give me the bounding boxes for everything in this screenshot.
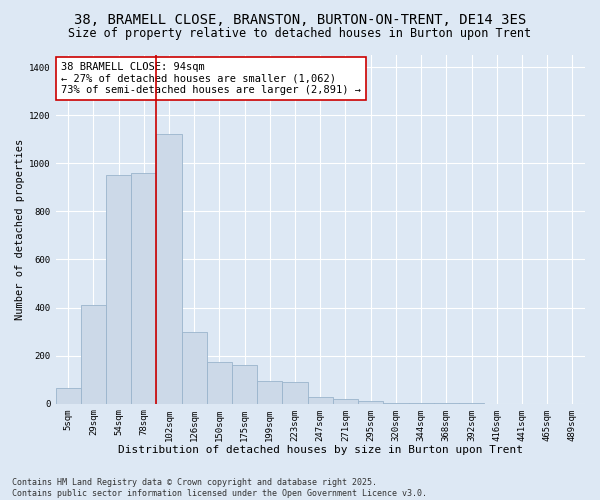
Bar [157,134,182,404]
Text: 38, BRAMELL CLOSE, BRANSTON, BURTON-ON-TRENT, DE14 3ES: 38, BRAMELL CLOSE, BRANSTON, BURTON-ON-T… [74,12,526,26]
Text: 38 BRAMELL CLOSE: 94sqm
← 27% of detached houses are smaller (1,062)
73% of semi: 38 BRAMELL CLOSE: 94sqm ← 27% of detache… [61,62,361,95]
Bar [207,362,232,404]
Text: Contains HM Land Registry data © Crown copyright and database right 2025.
Contai: Contains HM Land Registry data © Crown c… [12,478,427,498]
Bar [283,382,308,404]
Bar [358,402,383,404]
Y-axis label: Number of detached properties: Number of detached properties [15,138,25,320]
Bar [333,399,358,404]
Bar [308,396,333,404]
X-axis label: Distribution of detached houses by size in Burton upon Trent: Distribution of detached houses by size … [118,445,523,455]
Bar [383,402,409,404]
Text: Size of property relative to detached houses in Burton upon Trent: Size of property relative to detached ho… [68,28,532,40]
Bar [81,305,106,404]
Bar [106,175,131,404]
Bar [232,365,257,404]
Bar [131,173,157,404]
Bar [182,332,207,404]
Bar [257,381,283,404]
Bar [56,388,81,404]
Bar [409,402,434,404]
